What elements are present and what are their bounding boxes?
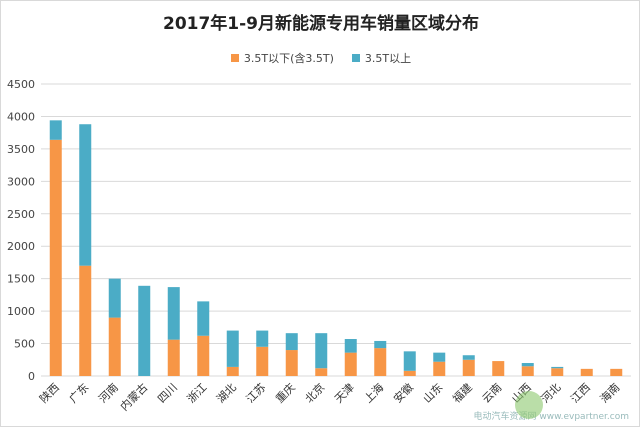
y-tick-label: 2000 [7, 240, 35, 253]
bar-segment-heavy [521, 363, 534, 367]
bar-segment-light [374, 348, 387, 376]
x-tick-label: 海南 [597, 380, 622, 405]
bar-segment-light [226, 366, 239, 376]
bar-segment-heavy [344, 339, 357, 353]
legend-label: 3.5T以下(含3.5T) [243, 52, 334, 65]
x-tick-label: 天津 [332, 381, 357, 406]
legend-item-light: 3.5T以下(含3.5T) [230, 50, 334, 66]
x-tick-label: 浙江 [185, 381, 210, 406]
y-tick-label: 3000 [7, 175, 35, 188]
x-tick-label: 河南 [96, 381, 121, 406]
x-tick-label: 重庆 [272, 380, 297, 405]
bar-segment-light [79, 265, 92, 376]
legend-item-heavy: 3.5T以上 [351, 50, 412, 66]
y-tick-label: 500 [14, 338, 35, 351]
bar-segment-light [285, 350, 298, 376]
x-tick-label: 湖北 [214, 381, 239, 406]
y-tick-label: 4500 [7, 78, 35, 91]
bar-segment-light [108, 317, 121, 376]
x-tick-label: 广东 [67, 381, 92, 406]
x-tick-label: 江西 [568, 381, 593, 406]
y-tick-label: 2500 [7, 208, 35, 221]
bar-segment-heavy [285, 333, 298, 351]
y-tick-label: 0 [28, 370, 35, 383]
bar-segment-light [580, 368, 593, 376]
legend: 3.5T以下(含3.5T) 3.5T以上 [1, 50, 640, 66]
bar-segment-heavy [226, 330, 239, 367]
bar-segment-light [433, 361, 446, 376]
bar-segment-heavy [462, 355, 475, 360]
x-tick-label: 四川 [155, 381, 180, 406]
x-tick-label: 山东 [421, 381, 446, 406]
bar-segment-light [462, 359, 475, 376]
y-tick-label: 1000 [7, 305, 35, 318]
y-tick-label: 3500 [7, 143, 35, 156]
chart-title: 2017年1-9月新能源专用车销量区域分布 [162, 14, 480, 34]
bar-segment-heavy [256, 330, 269, 347]
bar-segment-heavy [108, 278, 121, 318]
bar-segment-heavy [197, 301, 210, 336]
bar-segment-light [256, 346, 269, 376]
bar-segment-heavy [49, 120, 62, 140]
bar-segment-light [344, 352, 357, 376]
x-tick-label: 内蒙古 [117, 380, 150, 413]
bar-segment-heavy [551, 366, 564, 369]
x-tick-label: 福建 [449, 380, 474, 405]
x-tick-label: 陕西 [36, 380, 61, 405]
x-tick-label: 安徽 [390, 380, 415, 405]
bar-segment-heavy [433, 352, 446, 362]
x-tick-label: 北京 [302, 380, 327, 405]
y-tick-label: 1500 [7, 273, 35, 286]
bar-segment-heavy [403, 351, 416, 371]
bar-segment-light [492, 361, 505, 376]
x-tick-label: 上海 [361, 380, 386, 405]
bar-segment-light [403, 370, 416, 376]
bar-segment-heavy [79, 124, 92, 266]
bar-segment-light [551, 368, 564, 376]
bar-segment-light [49, 139, 62, 376]
legend-label: 3.5T以上 [364, 52, 412, 65]
bar-segment-light [521, 366, 534, 376]
bar-segment-heavy [315, 333, 328, 369]
bar-segment-heavy [167, 287, 180, 340]
bar-segment-heavy [138, 285, 151, 376]
x-tick-label: 云南 [480, 381, 505, 406]
legend-swatch-blue [351, 54, 360, 62]
bar-segment-light [315, 368, 328, 376]
bar-segment-light [167, 339, 180, 376]
bar-segment-light [610, 368, 623, 376]
y-tick-label: 4000 [7, 110, 35, 123]
bar-segment-heavy [374, 340, 387, 349]
x-tick-label: 江苏 [244, 381, 269, 406]
bar-segment-light [197, 335, 210, 376]
legend-swatch-orange [230, 54, 239, 62]
watermark-logo-icon [515, 391, 543, 419]
watermark: 电动汽车资源网 www.evpartner.com [474, 410, 630, 422]
